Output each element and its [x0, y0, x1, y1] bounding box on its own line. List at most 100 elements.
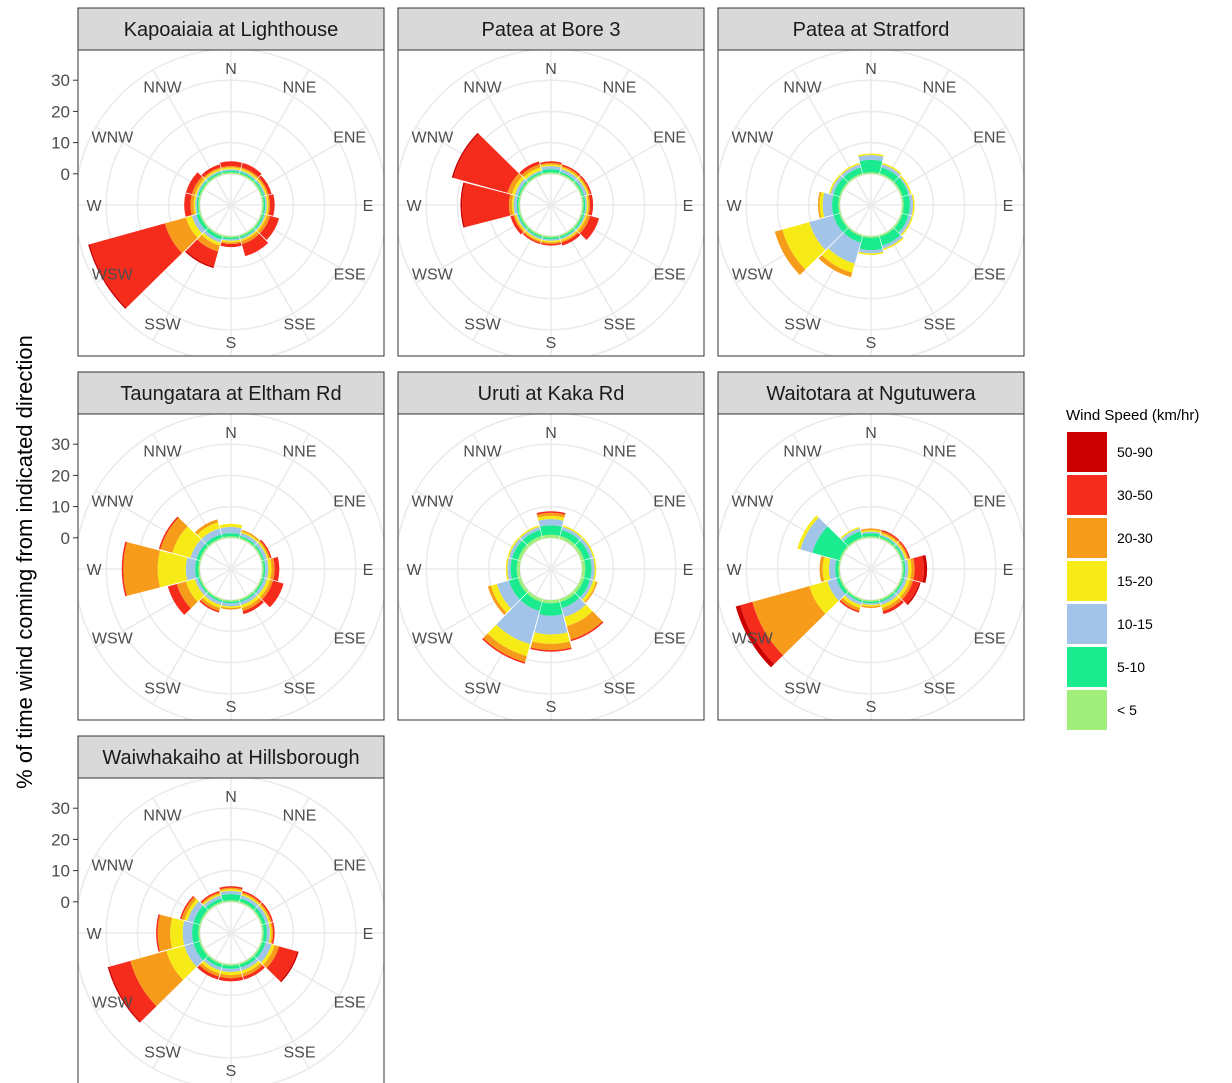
- grid-spoke: [550, 433, 630, 570]
- sector-NNW-1520: [523, 167, 542, 180]
- sector-E-1520: [268, 922, 272, 944]
- panel-title: Patea at Stratford: [793, 19, 950, 41]
- sector-WNW-510: [517, 180, 528, 197]
- sector-N-1520: [220, 889, 242, 893]
- sector-S-1520: [220, 970, 242, 976]
- sector-NNW-510: [843, 167, 863, 182]
- sector-WSW-1015: [516, 214, 527, 231]
- sector-SSW-1520: [821, 248, 855, 273]
- sector-WNW-1520: [511, 176, 525, 195]
- sector-S-2030: [861, 605, 881, 609]
- sector-S-5: [862, 235, 880, 238]
- sector-E-1015: [265, 923, 270, 943]
- direction-label: E: [683, 562, 694, 579]
- sector-NNE-5: [559, 535, 576, 547]
- sector-WSW-2030: [164, 217, 198, 254]
- sector-W-1015: [195, 196, 198, 214]
- y-tick-label: 0: [61, 893, 70, 912]
- direction-label: SSW: [144, 1045, 181, 1062]
- sector-SSE-1015: [560, 229, 577, 240]
- sector-E-2030: [910, 558, 915, 580]
- grid-spoke: [735, 126, 872, 206]
- sector-E-1015: [584, 196, 587, 214]
- sector-E-5: [261, 196, 264, 214]
- direction-label: E: [363, 562, 374, 579]
- sector-NNE-5: [239, 173, 254, 183]
- y-tick-label: 20: [51, 466, 70, 485]
- sector-S-510: [859, 236, 883, 251]
- grid-spoke: [152, 568, 232, 705]
- grid-spoke: [870, 204, 1007, 284]
- sector-NNW-3050: [200, 890, 220, 903]
- sector-SSE-510: [879, 592, 896, 603]
- sector-ESE-1015: [898, 215, 912, 235]
- sector-N-5: [222, 900, 240, 903]
- sector-SSW-1520: [524, 230, 542, 242]
- sector-NNW-1520: [204, 168, 222, 180]
- sector-SSE-1015: [561, 597, 586, 618]
- panel-plot: N NNE ENE E ESE SSE S SSW WSW W WNW NNW: [398, 50, 704, 356]
- sector-NNE-510: [559, 171, 576, 182]
- direction-label: E: [363, 198, 374, 215]
- grid-spoke: [152, 433, 232, 570]
- sector-ENE-2030: [258, 540, 271, 559]
- sector-ESE-1015: [256, 942, 272, 963]
- direction-label: ENE: [653, 130, 686, 147]
- panel-title: Patea at Bore 3: [482, 19, 621, 41]
- sector-S-1520: [221, 605, 241, 608]
- sector-WSW-5: [519, 213, 529, 228]
- sector-W-1015: [828, 558, 837, 580]
- y-tick-label: 20: [51, 830, 70, 849]
- sector-NNW-510: [522, 529, 542, 545]
- sector-N-3050: [536, 511, 566, 515]
- sector-WNW-2030: [507, 173, 523, 195]
- sector-S-510: [542, 236, 560, 240]
- direction-label: ESE: [334, 995, 366, 1012]
- sector-SSW-1015: [204, 593, 222, 606]
- grid-spoke: [550, 568, 630, 705]
- panel-1: Kapoaiaia at Lighthouse N NNE ENE E ESE SSE S SS…: [51, 7, 385, 357]
- sector-NNE-1520: [241, 893, 260, 906]
- sector-SSW-510: [843, 228, 863, 243]
- sector-SSW-510: [526, 228, 543, 239]
- y-tick-label: 30: [51, 71, 70, 90]
- sector-S-510: [222, 600, 240, 604]
- sector-NNW-1520: [840, 162, 860, 175]
- direction-label: W: [406, 562, 422, 579]
- sector-WNW-1520: [172, 526, 201, 558]
- grid-spoke: [95, 490, 232, 570]
- sector-N-3050: [219, 886, 243, 890]
- sector-ENE-1015: [255, 179, 266, 196]
- sector-E-1520: [265, 195, 269, 215]
- sector-NNW-5: [528, 173, 543, 183]
- panel-2: Patea at Bore 3 N NNE ENE E ESE SSE S SSW WSW W WNW…: [397, 7, 705, 357]
- sector-NNW-5: [208, 901, 223, 911]
- sector-ESE-5: [253, 577, 263, 592]
- direction-label: S: [226, 1063, 237, 1080]
- sector-SSW-5: [208, 227, 223, 237]
- direction-label: WNW: [411, 130, 454, 147]
- sector-SSW-510: [205, 956, 223, 968]
- sector-WNW-5: [199, 910, 209, 925]
- sector-NNE-5: [559, 173, 574, 183]
- direction-label: NNW: [463, 79, 502, 96]
- sector-E-2030: [587, 195, 590, 215]
- sector-S-5: [222, 599, 240, 602]
- panel-title: Waiwhakaiho at Hillsborough: [102, 747, 359, 769]
- sector-SSW-1520: [201, 960, 221, 974]
- y-axis-label: % of time wind coming from indicated dir…: [12, 335, 37, 789]
- direction-label: NNE: [283, 79, 317, 96]
- sector-WNW-3050: [179, 895, 195, 920]
- sector-ENE-5: [893, 182, 903, 197]
- sector-NNE-510: [560, 529, 580, 545]
- sector-S-2030: [219, 973, 243, 979]
- sector-NNE-2030: [241, 167, 259, 179]
- sector-N-1520: [861, 530, 881, 533]
- sector-N-1520: [858, 153, 884, 157]
- sector-SSE-2030: [566, 611, 603, 640]
- sector-ESE-2030: [584, 581, 598, 603]
- sector-WNW-1015: [830, 175, 844, 195]
- sector-SSW-1015: [828, 232, 861, 264]
- legend-label: 50-90: [1117, 444, 1153, 460]
- sector-WSW-5: [199, 213, 209, 228]
